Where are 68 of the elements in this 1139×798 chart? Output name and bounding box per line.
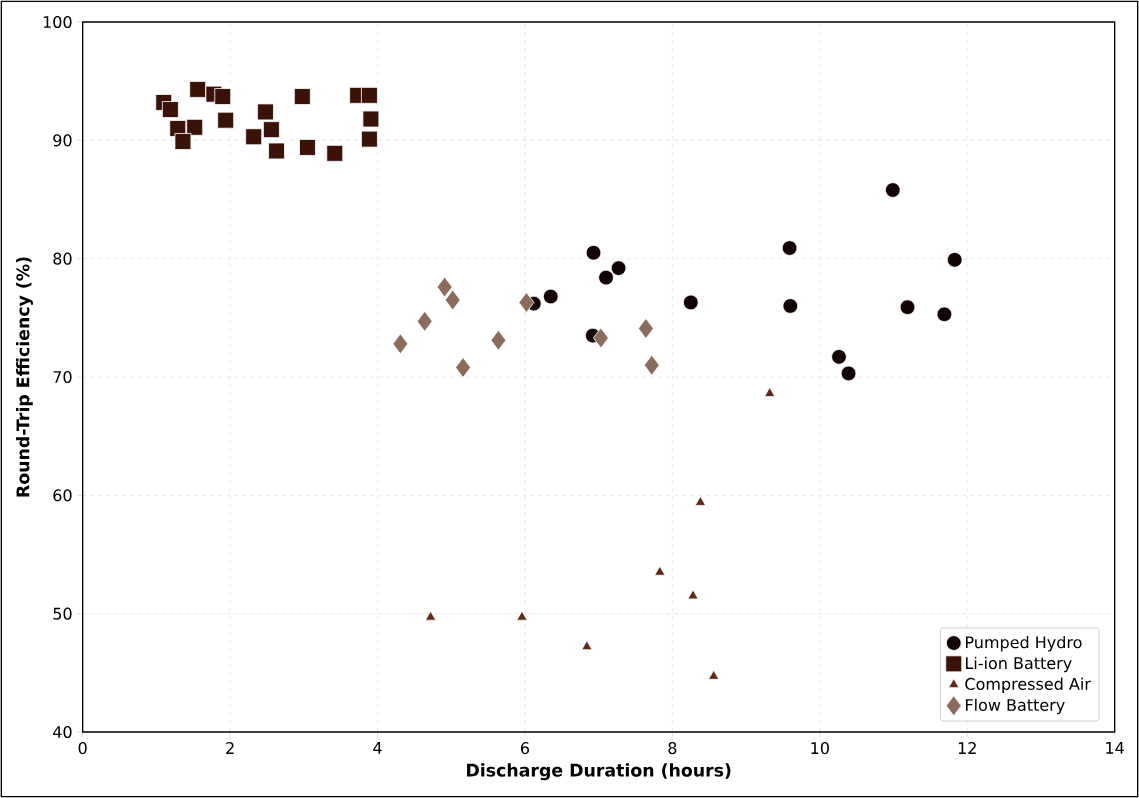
point (490, 329, 507, 351)
point (436, 276, 453, 298)
y-tick-label: 50 (53, 607, 72, 620)
point (268, 142, 285, 160)
point (516, 610, 528, 621)
x-tick-label: 10 (811, 742, 829, 755)
point (543, 288, 559, 305)
point (299, 139, 316, 156)
point (189, 81, 207, 98)
point (581, 640, 593, 651)
point (585, 245, 602, 261)
point (161, 101, 179, 118)
point (654, 565, 666, 576)
x-tick-label: 0 (78, 742, 87, 755)
legend-label: Compressed Air (965, 677, 1091, 694)
point (425, 610, 437, 621)
point (936, 306, 953, 322)
point (885, 182, 901, 198)
point (781, 240, 798, 256)
point (946, 252, 963, 268)
y-tick-label: 70 (53, 370, 72, 384)
point (592, 327, 609, 349)
x-tick-label: 14 (1106, 742, 1124, 754)
x-tick-label: 6 (520, 742, 530, 755)
point (637, 318, 654, 339)
point (708, 669, 720, 680)
y-tick-label: 80 (53, 252, 72, 265)
point (362, 110, 380, 128)
point (174, 133, 192, 150)
x-tick-label: 12 (958, 742, 976, 754)
point (326, 144, 344, 162)
point (687, 589, 699, 600)
y-tick-label: 100 (43, 15, 72, 29)
point (293, 88, 311, 105)
y-tick-label: 60 (53, 489, 72, 502)
point (782, 298, 799, 314)
point (416, 310, 433, 332)
y-axis-title: Round-Trip Efficiency (%) (16, 257, 33, 497)
point (361, 130, 378, 148)
point (217, 111, 235, 129)
legend-label: Flow Battery (965, 698, 1065, 715)
point (361, 86, 378, 104)
legend-label: Pumped Hydro (965, 635, 1082, 652)
point (840, 365, 857, 382)
point (444, 289, 461, 311)
point (598, 269, 614, 286)
x-tick-label: 4 (373, 742, 382, 754)
point (683, 294, 699, 311)
point (643, 354, 660, 376)
legend-label: Li-ion Battery (965, 656, 1072, 673)
point (186, 118, 204, 136)
point (518, 292, 535, 313)
y-tick-label: 90 (53, 134, 72, 147)
point (831, 349, 847, 365)
y-tick-label: 40 (53, 725, 72, 739)
point (392, 333, 409, 355)
point (214, 88, 232, 105)
point (694, 496, 706, 506)
point (610, 260, 627, 276)
point (764, 387, 776, 397)
point (899, 299, 916, 315)
point (455, 357, 471, 378)
x-tick-label: 8 (668, 742, 677, 755)
x-tick-label: 2 (226, 742, 234, 754)
point (245, 128, 263, 146)
point (262, 121, 280, 139)
point (257, 103, 274, 121)
x-axis-title: Discharge Duration (hours) (467, 763, 731, 781)
